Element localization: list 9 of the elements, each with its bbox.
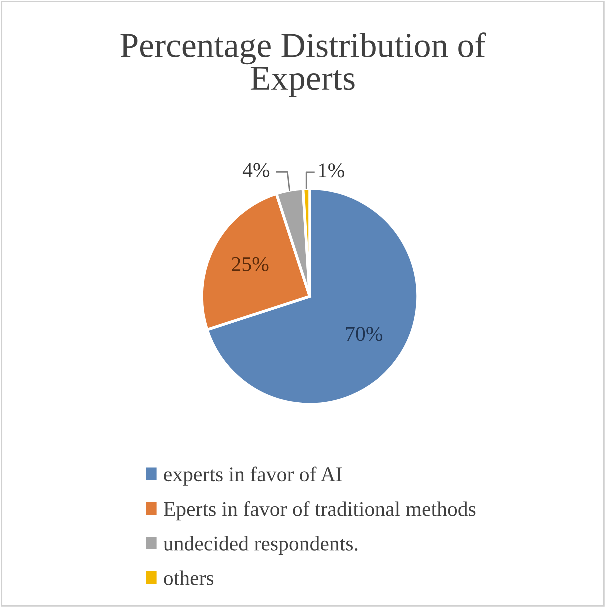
data-label: 25%	[232, 257, 269, 272]
data-label: 1%	[319, 164, 344, 178]
data-label: 4%	[242, 163, 270, 178]
legend-label: undecided respondents.	[164, 536, 358, 556]
legend-label: others	[164, 570, 214, 586]
legend-label: experts in favor of AI	[164, 466, 342, 486]
chart-title: Percentage Distribution of Experts	[120, 32, 486, 98]
legend-label: Eperts in favor of traditional methods	[164, 501, 476, 521]
data-label: 70%	[346, 327, 383, 342]
